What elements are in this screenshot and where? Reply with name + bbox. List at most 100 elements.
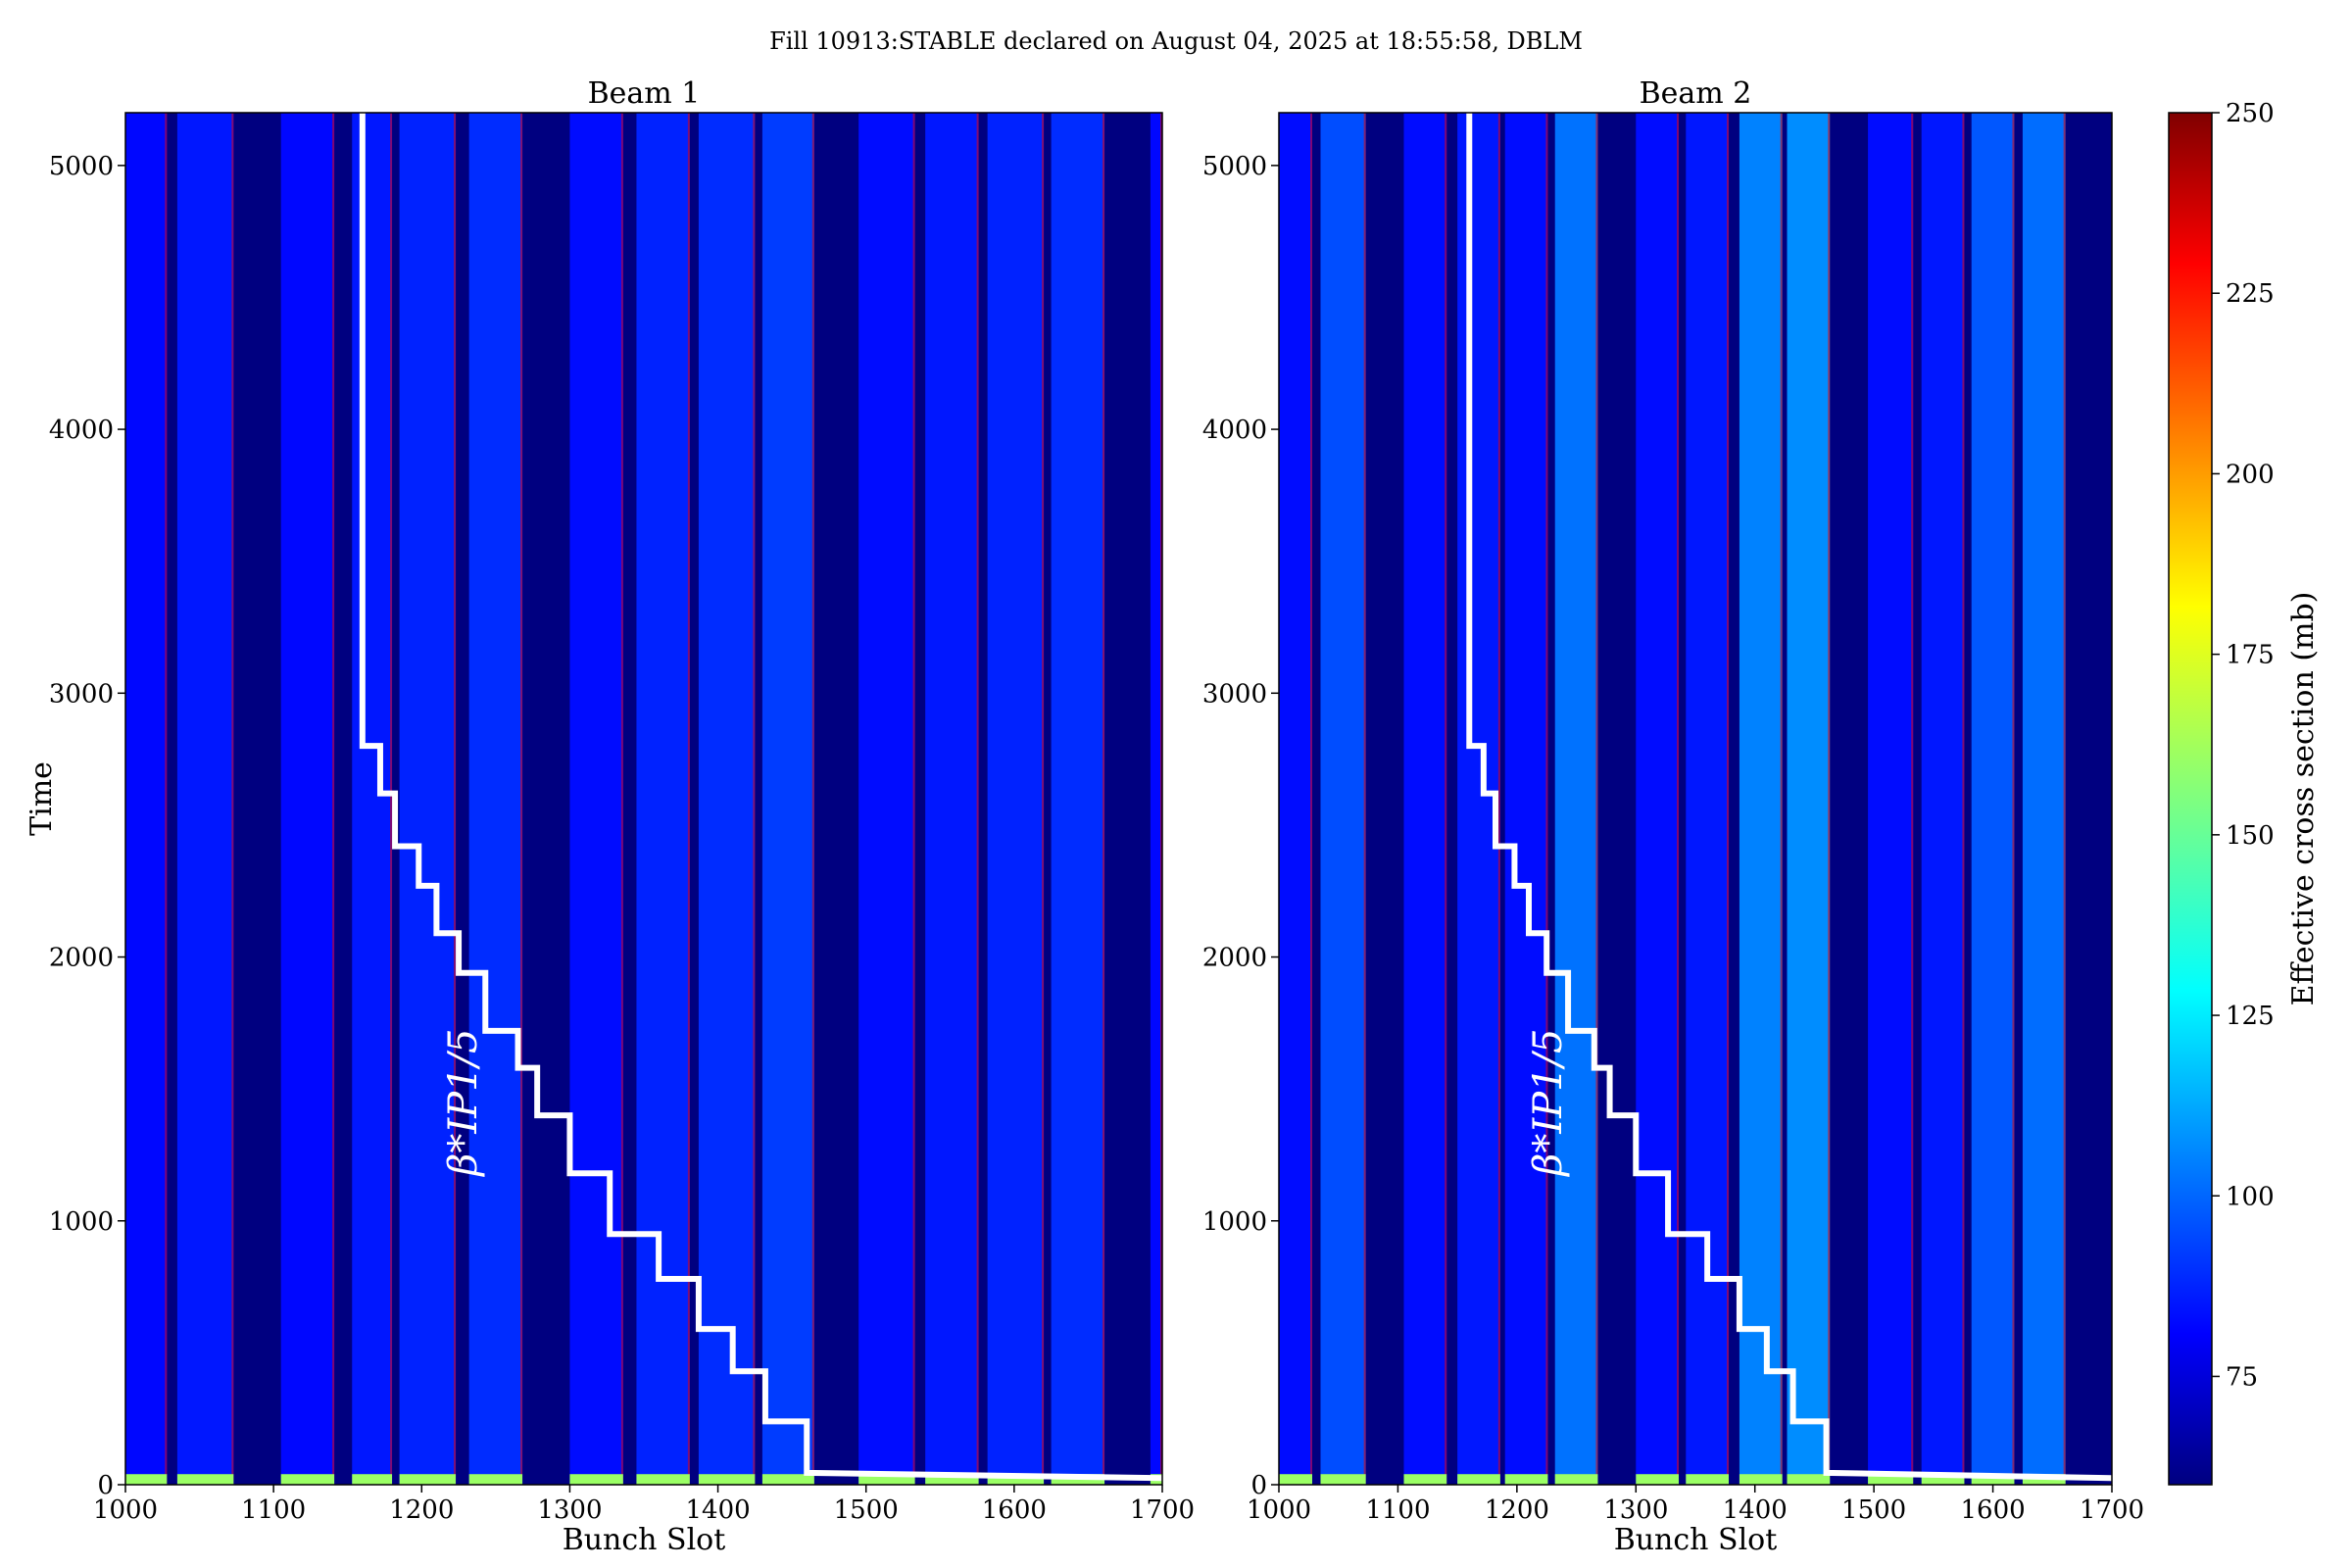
bunch-train-1: [1279, 113, 1312, 1485]
colorbar-bar: [2168, 112, 2213, 1486]
bunch-train-edge-1: [165, 113, 168, 1485]
bunch-train-startup-2: [1320, 1474, 1366, 1485]
bunch-train-startup-5: [1504, 1474, 1548, 1485]
bunch-train-edge-8: [1727, 113, 1729, 1485]
bunch-train-edge-3: [1445, 113, 1447, 1485]
y-tick-label: 3000: [1202, 679, 1267, 709]
bunch-train-startup-7: [569, 1474, 623, 1485]
y-tick-label: 0: [1250, 1471, 1267, 1500]
bunch-train-edge-4: [1497, 113, 1500, 1485]
bunch-train-startup-6: [468, 1474, 523, 1485]
bunch-train-14: [2022, 113, 2066, 1485]
bunch-train-startup-10: [1787, 1474, 1831, 1485]
bunch-train-14: [1051, 113, 1105, 1485]
bunch-train-edge-7: [1677, 113, 1679, 1485]
y-tick-label: 4000: [1202, 416, 1267, 445]
y-tick-label: 0: [97, 1471, 114, 1500]
x-tick-label: 1700: [1130, 1495, 1195, 1525]
bunch-train-10: [761, 113, 814, 1485]
colorbar-tick-label: 225: [2226, 279, 2275, 309]
bunch-train-edge-13: [2012, 113, 2015, 1485]
panel-title: Beam 2: [1640, 76, 1752, 111]
x-tick-label: 1500: [834, 1495, 899, 1525]
bunch-train-edge-14: [2063, 113, 2066, 1485]
y-tick-label: 1000: [49, 1207, 114, 1237]
bunch-train-edge-5: [454, 113, 457, 1485]
bunch-train-edge-7: [620, 113, 623, 1485]
bunch-train-2: [176, 113, 234, 1485]
y-tick-label: 3000: [49, 679, 114, 709]
axes-frame: [1278, 112, 2113, 1486]
bunch-train-10: [1787, 113, 1831, 1485]
bunch-train-1: [125, 113, 168, 1485]
bunch-train-startup-8: [636, 1474, 690, 1485]
bunch-train-5: [1504, 113, 1548, 1485]
x-tick-label: 1000: [1247, 1495, 1311, 1525]
bunch-train-edge-14: [1102, 113, 1105, 1485]
colorbar: 75 100 125 150 175 200 225 250 Effective cross …: [2168, 99, 2321, 1486]
colorbar-tick-label: 150: [2226, 821, 2275, 851]
bunch-train-edge-11: [912, 113, 915, 1485]
bunch-train-3: [280, 113, 335, 1485]
colorbar-label: Effective cross section (mb): [2286, 592, 2321, 1006]
x-axis-label: Bunch Slot: [563, 1523, 726, 1557]
x-tick-label: 1600: [982, 1495, 1047, 1525]
bunch-train-edge-6: [520, 113, 523, 1485]
bunch-train-8: [636, 113, 690, 1485]
y-tick-label: 2000: [49, 944, 114, 973]
bunch-train-startup-7: [1636, 1474, 1679, 1485]
bunch-train-7: [569, 113, 623, 1485]
bunch-train-2: [1320, 113, 1366, 1485]
bunch-train-11: [1868, 113, 1914, 1485]
x-tick-label: 1600: [1960, 1495, 2025, 1525]
bunch-train-13: [1971, 113, 2015, 1485]
bunch-train-startup-13: [987, 1474, 1045, 1485]
x-tick-label: 1200: [1485, 1495, 1549, 1525]
bunch-train-startup-1: [125, 1474, 168, 1485]
beta-star-label: β*IP1/5: [1526, 1029, 1571, 1178]
bunch-train-edge-11: [1911, 113, 1914, 1485]
bunch-train-startup-11: [1868, 1474, 1914, 1485]
x-tick-label: 1300: [1603, 1495, 1668, 1525]
bunch-train-15: [1150, 113, 1162, 1485]
bunch-train-edge-2: [1363, 113, 1366, 1485]
bunch-train-edge-12: [1962, 113, 1965, 1485]
colorbar-tick-label: 100: [2226, 1182, 2275, 1211]
bunch-train-startup-9: [698, 1474, 756, 1485]
x-tick-label: 1100: [1365, 1495, 1430, 1525]
bunch-train-startup-3: [1403, 1474, 1447, 1485]
x-tick-label: 1700: [2080, 1495, 2144, 1525]
bunch-train-startup-12: [1921, 1474, 1965, 1485]
y-tick-label: 5000: [1202, 152, 1267, 181]
colorbar-ticks: 75 100 125 150 175 200 225 250: [2212, 99, 2275, 1392]
bunch-train-edge-1: [1310, 113, 1312, 1485]
bunch-train-edge-6: [1595, 113, 1598, 1485]
bunch-train-12: [1921, 113, 1965, 1485]
bunch-train-11: [858, 113, 915, 1485]
bunch-train-startup-4: [352, 1474, 393, 1485]
bunch-train-startup-3: [280, 1474, 335, 1485]
bunch-train-startup-2: [176, 1474, 234, 1485]
beta-star-curve: [1466, 113, 2113, 1482]
beam-1-panel: β*IP1/5 1000 1100 1200 1300 1400 1500 1600 1700 0…: [24, 76, 1195, 1557]
colorbar-tick-label: 200: [2226, 460, 2275, 489]
bunch-train-startup-4: [1457, 1474, 1500, 1485]
bunch-train-startup-6: [1554, 1474, 1598, 1485]
bunch-train-13: [987, 113, 1045, 1485]
y-tick-label: 2000: [1202, 944, 1267, 973]
x-axis-label: Bunch Slot: [1614, 1523, 1778, 1557]
bunch-train-startup-11: [858, 1474, 915, 1485]
bunch-train-startup-5: [399, 1474, 457, 1485]
bunch-train-startup-8: [1686, 1474, 1729, 1485]
x-tick-label: 1400: [685, 1495, 750, 1525]
bunch-train-6: [1554, 113, 1598, 1485]
panel-title: Beam 1: [588, 76, 701, 111]
bunch-train-5: [399, 113, 457, 1485]
x-tick-label: 1200: [389, 1495, 454, 1525]
bunch-train-edge-5: [1545, 113, 1548, 1485]
beta-star-label: β*IP1/5: [441, 1029, 486, 1178]
bunch-train-edge-8: [687, 113, 690, 1485]
bunch-train-edge-12: [976, 113, 979, 1485]
y-axis-label: Time: [24, 761, 59, 836]
